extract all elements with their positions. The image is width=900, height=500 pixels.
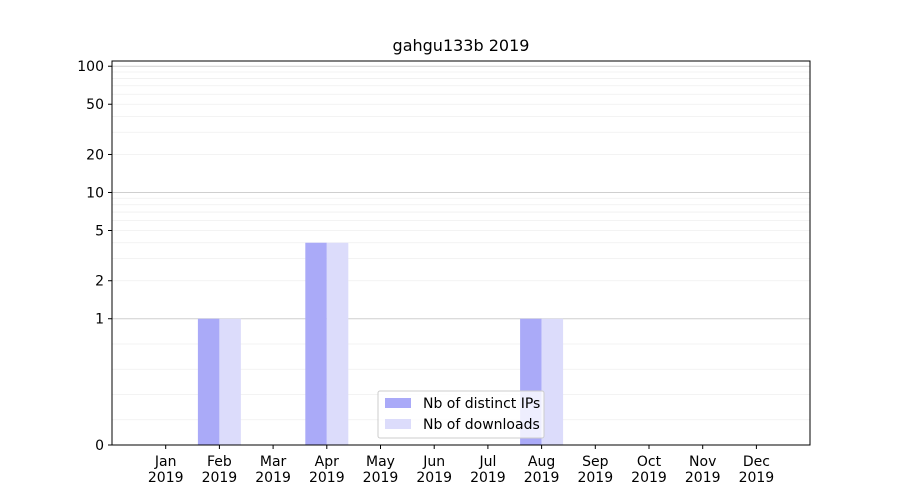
y-tick-label: 2 — [95, 274, 104, 290]
x-tick-label-line: 2019 — [148, 470, 184, 486]
y-tick-label: 100 — [77, 59, 104, 75]
bars — [197, 242, 564, 445]
x-tick-label-line: Apr — [315, 454, 339, 470]
x-tick-label: Feb 2019 — [202, 454, 238, 486]
x-tick-label-line: 2019 — [470, 470, 506, 486]
x-tick-label-line: 2019 — [577, 470, 613, 486]
x-tick-label-line: Nov — [689, 454, 716, 470]
x-tick-label-line: 2019 — [416, 470, 452, 486]
y-tick-label: 20 — [86, 147, 104, 163]
plot-frame — [111, 60, 811, 446]
x-tick-label-line: Aug — [528, 454, 555, 470]
x-tick-label-line: Mar — [260, 454, 287, 470]
x-tick-label-line: 2019 — [524, 470, 560, 486]
x-tick-label-line: 2019 — [309, 470, 345, 486]
bar-downloads — [326, 242, 349, 445]
x-tick-label-line: 2019 — [685, 470, 721, 486]
y-tick-label: 0 — [95, 438, 104, 454]
x-tick-label-line: 2019 — [202, 470, 238, 486]
legend-swatch-downloads — [385, 419, 411, 429]
x-tick-label: Jun 2019 — [416, 454, 452, 486]
x-tick-label-line: May — [366, 454, 395, 470]
bar-ips — [197, 318, 220, 445]
x-tick-label-line: 2019 — [363, 470, 399, 486]
legend: Nb of distinct IPs Nb of downloads — [377, 390, 545, 439]
legend-swatch-ips — [385, 398, 411, 408]
x-tick-label-line: 2019 — [631, 470, 667, 486]
x-tick-label-line: 2019 — [739, 470, 775, 486]
y-tick-label: 50 — [86, 97, 104, 113]
x-tick-label: Nov 2019 — [685, 454, 721, 486]
x-tick-label: Dec 2019 — [739, 454, 775, 486]
legend-label-downloads: Nb of downloads — [423, 417, 540, 433]
x-tick-label-line: Jan — [154, 454, 177, 470]
x-tick-label: Jul 2019 — [470, 454, 506, 486]
y-tick-label: 5 — [95, 223, 104, 239]
x-tick-label: Mar 2019 — [255, 454, 291, 486]
grid-lines — [112, 65, 810, 421]
x-tick-label: Aug 2019 — [524, 454, 560, 486]
bar-downloads — [219, 318, 241, 445]
bar-downloads — [541, 318, 564, 445]
legend-box — [377, 390, 545, 439]
x-tick-label-line: Dec — [743, 454, 770, 470]
x-tick-label-line: Sep — [582, 454, 609, 470]
x-tick-label: Oct 2019 — [631, 454, 667, 486]
x-tick-label: May 2019 — [363, 454, 399, 486]
x-tick-label-line: 2019 — [255, 470, 291, 486]
x-tick-label: Apr 2019 — [309, 454, 345, 486]
y-axis: 0 1 2 5 10 20 50 100 — [77, 59, 112, 454]
x-tick-label: Sep 2019 — [577, 454, 613, 486]
x-tick-label-line: Feb — [207, 454, 232, 470]
x-tick-label-line: Oct — [637, 454, 662, 470]
x-tick-label-line: Jun — [422, 454, 445, 470]
chart-title: gahgu133b 2019 — [393, 36, 530, 55]
y-tick-label: 1 — [95, 312, 104, 328]
x-tick-label: Jan 2019 — [148, 454, 184, 486]
bar-ips — [305, 242, 327, 445]
y-tick-label: 10 — [86, 185, 104, 201]
legend-label-ips: Nb of distinct IPs — [423, 396, 540, 412]
x-tick-label-line: Jul — [478, 454, 496, 470]
